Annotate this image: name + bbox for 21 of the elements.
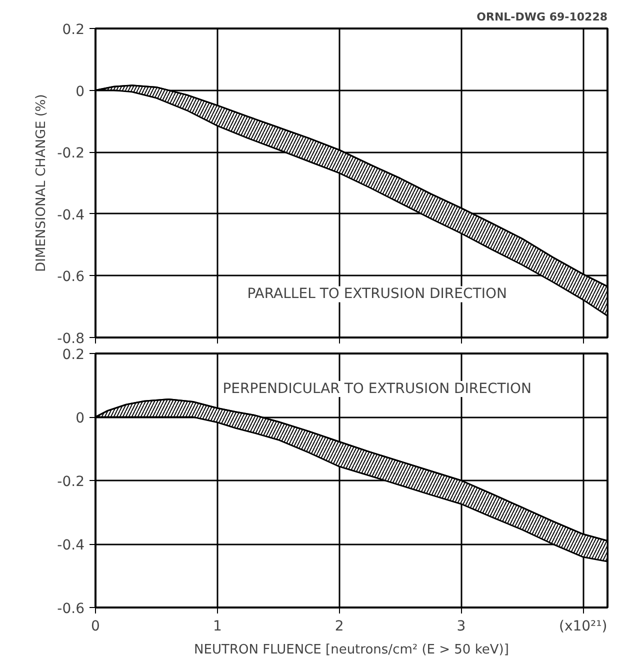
y-tick-label: 0	[76, 410, 85, 426]
x-tick-label: 1	[212, 618, 222, 634]
y-tick-label: 0	[76, 84, 85, 100]
y-tick-label: -0.4	[57, 538, 85, 554]
y-tick-label: -0.2	[57, 474, 85, 490]
y-tick-label: -0.8	[57, 331, 85, 347]
annotation: PERPENDICULAR TO EXTRUSION DIRECTION	[222, 381, 532, 398]
annotation: PARALLEL TO EXTRUSION DIRECTION	[247, 286, 507, 302]
x-tick-label: 3	[456, 618, 466, 634]
chart-title: ORNL-DWG 69-10228	[476, 10, 608, 24]
y-tick-label: -0.6	[57, 601, 85, 617]
x-tick-label: (x10²¹)	[558, 618, 608, 634]
x-tick-label: 2	[334, 618, 344, 634]
x-tick-label: 0	[91, 618, 100, 634]
y-tick-label: 0.2	[62, 347, 84, 363]
y-tick-label: 0.2	[62, 22, 84, 38]
y-tick-label: -0.4	[57, 207, 85, 224]
y-tick-label: -0.2	[57, 146, 85, 162]
y-axis-title: DIMENSIONAL CHANGE (%)	[34, 94, 50, 272]
y-tick-label: -0.6	[57, 269, 85, 286]
x-axis-title: NEUTRON FLUENCE [neutrons/cm² (E > 50 keV)]	[194, 642, 509, 658]
